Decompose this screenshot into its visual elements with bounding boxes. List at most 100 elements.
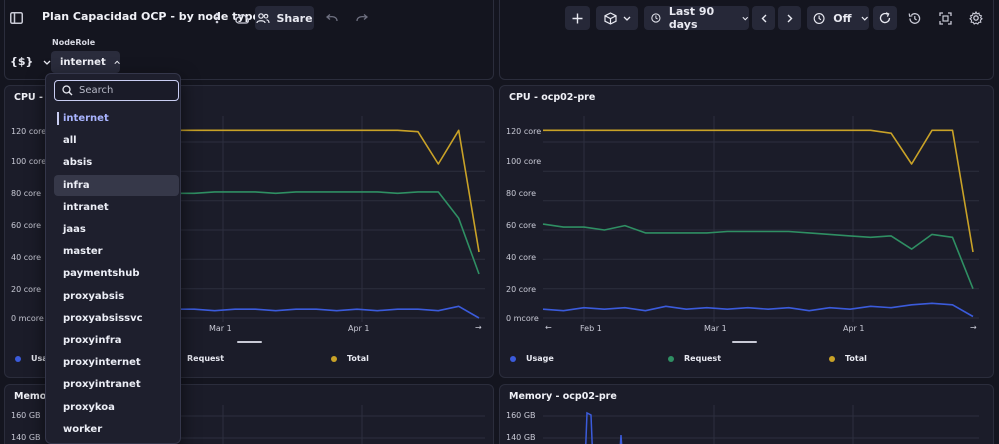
time-scrollbar[interactable] <box>732 341 757 343</box>
plus-icon <box>572 13 583 23</box>
fullscreen-icon[interactable] <box>937 10 953 26</box>
clock-icon <box>651 13 661 23</box>
dropdown-option[interactable]: paymentshub <box>63 268 140 280</box>
segments-button[interactable] <box>596 6 638 30</box>
noderole-dropdown: internet all absis infra intranet jaas master p… <box>45 73 181 444</box>
dashboard-title: Plan Capacidad OCP - by node type <box>42 10 260 23</box>
series-line-usage[interactable] <box>542 302 974 318</box>
tile-title: CPU - ocp02-pre <box>509 92 596 103</box>
add-tile-button[interactable] <box>565 6 590 30</box>
cpu-right-chart[interactable] <box>542 116 979 322</box>
top-bar: Plan Capacidad OCP - by node type Share … <box>0 0 999 36</box>
dropdown-option[interactable]: proxykoa <box>63 401 115 413</box>
legend-usage[interactable]: Usage <box>15 354 59 363</box>
undo-icon[interactable] <box>323 10 339 26</box>
chevron-left-icon <box>761 14 766 22</box>
y-tick-label: 120 core <box>11 127 47 136</box>
dropdown-option[interactable]: proxyabsis <box>63 290 125 302</box>
dropdown-option[interactable]: worker <box>63 423 103 435</box>
timeframe-next-button[interactable] <box>778 6 801 30</box>
x-scroll-right-icon[interactable]: → <box>475 323 482 332</box>
timeframe-previous-button[interactable] <box>752 6 775 30</box>
variable-prefix-text: {$} <box>10 55 34 68</box>
dropdown-option[interactable]: jaas <box>63 224 86 235</box>
legend-dot <box>668 355 674 362</box>
legend-label: Total <box>347 354 369 363</box>
x-tick-label: Feb 1 <box>580 324 602 333</box>
dropdown-option[interactable]: proxyinfra <box>63 335 122 346</box>
cpu-tile-right[interactable]: CPU - ocp02-pre 120 core 100 core 80 cor… <box>499 85 994 378</box>
x-tick-label: Mar 1 <box>209 324 232 333</box>
sidebar-toggle-icon[interactable] <box>8 10 24 26</box>
chevron-down-icon <box>623 16 630 21</box>
series-line-request[interactable] <box>542 223 974 289</box>
legend-label: Request <box>684 354 722 363</box>
series-line-total[interactable] <box>543 129 974 253</box>
legend-total[interactable]: Total <box>331 354 369 363</box>
y-tick-label: 60 core <box>506 221 537 230</box>
x-tick-label: Apr 1 <box>348 324 370 333</box>
memory-right-chart[interactable] <box>543 405 979 444</box>
noderole-select-value: internet <box>60 56 106 68</box>
chevron-right-icon <box>787 14 792 22</box>
memory-usage-line <box>585 411 623 444</box>
cube-icon <box>603 11 617 25</box>
dropdown-option[interactable]: infra <box>54 174 179 196</box>
dropdown-option[interactable]: master <box>63 246 103 258</box>
legend-usage[interactable]: Usage <box>510 354 554 363</box>
tile-title: CPU - ocp <box>14 92 66 103</box>
legend-total[interactable]: Total <box>829 354 867 363</box>
tile-above-left <box>4 0 494 80</box>
tile-above-right <box>499 0 994 80</box>
auto-refresh-button[interactable]: Off <box>807 6 869 30</box>
dropdown-option[interactable]: intranet <box>63 201 109 213</box>
cloud-sync-icon[interactable] <box>234 10 250 26</box>
refresh-button[interactable] <box>873 6 897 30</box>
x-tick-label: Mar 1 <box>704 324 727 333</box>
y-tick-label: 120 core <box>506 127 542 136</box>
time-scrollbar[interactable] <box>237 341 262 343</box>
y-tick-label: 80 core <box>11 189 42 198</box>
share-button[interactable]: Share <box>255 6 314 30</box>
history-icon[interactable] <box>906 10 922 26</box>
legend-request[interactable]: Request <box>668 354 721 363</box>
dropdown-option[interactable]: absis <box>63 157 93 169</box>
x-scroll-right-icon[interactable]: → <box>970 323 977 332</box>
tile-title: Memory - <box>14 391 65 402</box>
redo-icon[interactable] <box>354 10 370 26</box>
timeframe-label: Last 90 days <box>668 5 715 31</box>
dropdown-option[interactable]: internet <box>54 108 179 129</box>
memory-tile-right[interactable]: Memory - ocp02-pre 160 GB 140 GB <box>499 384 994 444</box>
search-input[interactable] <box>79 85 174 96</box>
legend-dot <box>829 355 835 362</box>
y-tick-label: 0 mcore <box>506 314 539 323</box>
variable-label: NodeRole <box>52 38 96 47</box>
chevron-down-icon <box>43 60 51 65</box>
legend-dot <box>510 355 516 362</box>
y-tick-label: 60 core <box>11 221 42 230</box>
y-tick-label: 40 core <box>11 253 42 262</box>
y-tick-label: 160 GB <box>11 411 41 420</box>
refresh-icon <box>879 12 891 24</box>
timeframe-button[interactable]: Last 90 days <box>644 5 749 31</box>
legend-label: Usage <box>526 354 554 363</box>
noderole-select[interactable]: internet <box>51 51 120 73</box>
dropdown-option[interactable]: all <box>63 135 77 147</box>
legend-label: Usage <box>31 354 59 363</box>
dropdown-option[interactable]: proxyabsissvc <box>63 312 143 324</box>
x-scroll-left-icon[interactable]: ← <box>545 323 552 332</box>
search-icon <box>62 85 73 96</box>
x-tick-label: Apr 1 <box>843 324 865 333</box>
refresh-label: Off <box>833 11 852 25</box>
y-tick-label: 100 core <box>11 157 47 166</box>
dropdown-option[interactable]: proxyinternet <box>63 357 141 369</box>
chevron-down-icon <box>861 16 869 21</box>
y-tick-label: 140 GB <box>506 433 536 442</box>
more-options-icon[interactable] <box>210 10 224 26</box>
settings-gear-icon[interactable] <box>968 10 984 26</box>
variable-prefix-button[interactable]: {$} <box>10 55 51 68</box>
legend-dot <box>15 355 21 362</box>
dropdown-option[interactable]: proxyintranet <box>63 379 141 391</box>
dropdown-search[interactable] <box>54 80 179 101</box>
y-tick-label: 40 core <box>506 253 537 262</box>
